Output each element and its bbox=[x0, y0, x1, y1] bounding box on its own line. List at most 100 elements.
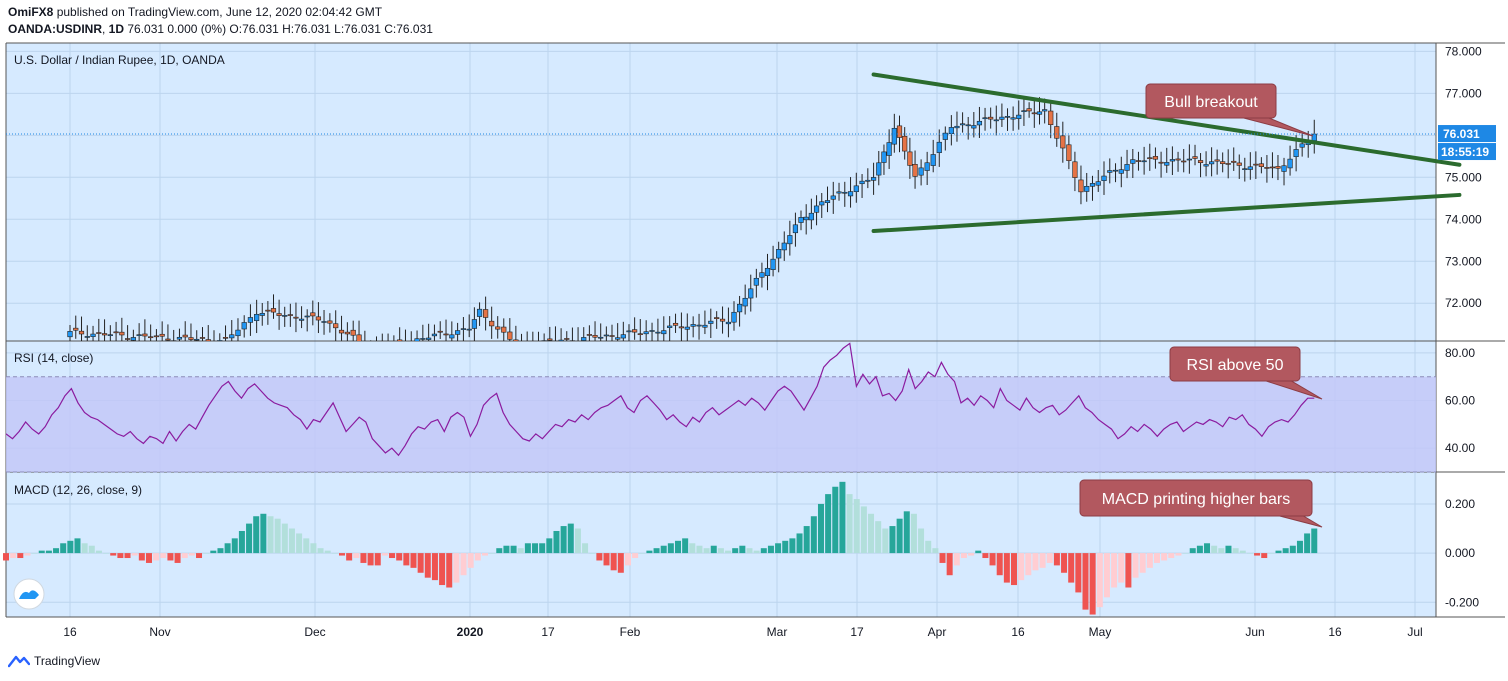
macd-histogram-bar bbox=[217, 548, 224, 554]
candle bbox=[896, 125, 903, 138]
candle bbox=[672, 322, 679, 326]
candle bbox=[1236, 162, 1242, 166]
macd-histogram-bar bbox=[1075, 553, 1082, 593]
footer-brand[interactable]: TradingView bbox=[8, 654, 100, 668]
macd-histogram-bar bbox=[725, 550, 732, 554]
candle bbox=[1026, 108, 1032, 112]
candle bbox=[620, 334, 626, 339]
candle bbox=[1158, 161, 1164, 164]
candle bbox=[830, 195, 836, 200]
macd-histogram-bar bbox=[632, 553, 639, 559]
candle bbox=[194, 338, 200, 341]
candle bbox=[205, 339, 211, 341]
candle bbox=[1311, 133, 1317, 141]
macd-histogram-bar bbox=[53, 548, 60, 554]
macd-histogram-bar bbox=[474, 553, 481, 561]
candle bbox=[912, 164, 918, 177]
candle bbox=[241, 322, 247, 330]
candle bbox=[270, 308, 277, 313]
candle bbox=[1281, 165, 1287, 172]
macd-histogram-bar bbox=[603, 553, 610, 566]
usdinr-chart[interactable]: 78.00077.00076.00075.00074.00073.00072.0… bbox=[0, 0, 1508, 650]
macd-histogram-bar bbox=[882, 528, 889, 554]
quote-values: 76.031 0.000 (0%) O:76.031 H:76.031 L:76… bbox=[127, 22, 433, 36]
candle bbox=[886, 142, 892, 156]
candle bbox=[414, 338, 420, 341]
candle bbox=[315, 316, 322, 321]
candle bbox=[1054, 126, 1060, 139]
candle bbox=[1242, 168, 1248, 170]
trendline-upper bbox=[871, 72, 1462, 167]
macd-histogram-bar bbox=[1268, 553, 1275, 554]
macd-histogram-bar bbox=[203, 553, 210, 554]
candle bbox=[188, 337, 194, 340]
macd-histogram-bar bbox=[1296, 540, 1303, 554]
macd-histogram-bar bbox=[839, 481, 846, 554]
candle bbox=[1299, 143, 1305, 148]
macd-histogram-bar bbox=[546, 538, 553, 554]
candle bbox=[254, 313, 260, 321]
candle bbox=[235, 329, 241, 337]
x-axis-tick-label: Jun bbox=[1245, 625, 1264, 639]
candle bbox=[426, 337, 432, 340]
candle bbox=[1048, 110, 1054, 125]
candle bbox=[714, 317, 720, 319]
candle bbox=[1042, 109, 1048, 112]
macd-histogram-bar bbox=[574, 528, 581, 554]
price-axis-tick-label: 74.000 bbox=[1445, 212, 1482, 226]
candle bbox=[558, 339, 564, 341]
macd-histogram-bar bbox=[410, 553, 417, 568]
candle bbox=[1036, 111, 1043, 115]
candle bbox=[541, 340, 547, 341]
macd-histogram-bar bbox=[624, 553, 631, 566]
candle bbox=[690, 324, 696, 327]
macd-histogram-bar bbox=[1246, 553, 1253, 554]
macd-histogram-bar bbox=[167, 553, 174, 561]
candle bbox=[719, 318, 726, 322]
candle bbox=[1220, 161, 1226, 165]
candle bbox=[1287, 158, 1293, 169]
candle bbox=[1124, 164, 1130, 171]
candle bbox=[1214, 159, 1220, 162]
macd-histogram-bar bbox=[1003, 553, 1010, 583]
macd-histogram-bar bbox=[925, 540, 932, 554]
rsi-callout-box bbox=[1169, 346, 1301, 382]
candle bbox=[787, 235, 793, 245]
x-axis-tick-label: 16 bbox=[63, 625, 77, 639]
candle bbox=[142, 333, 148, 337]
candle bbox=[1186, 158, 1192, 161]
rsi-band bbox=[6, 376, 1436, 472]
macd-histogram-bar bbox=[24, 553, 31, 556]
candle bbox=[753, 277, 759, 286]
macd-histogram-bar bbox=[960, 553, 967, 559]
candle bbox=[1231, 160, 1237, 163]
macd-histogram-bar bbox=[796, 533, 803, 554]
candle bbox=[1101, 175, 1107, 181]
candle bbox=[1258, 163, 1264, 167]
price-pane-title: U.S. Dollar / Indian Rupee, 1D, OANDA bbox=[14, 53, 225, 67]
macd-histogram-bar bbox=[1282, 548, 1289, 554]
candle bbox=[918, 167, 924, 176]
candle bbox=[982, 117, 988, 120]
macd-histogram-bar bbox=[103, 553, 110, 554]
macd-histogram-bar bbox=[1311, 528, 1318, 554]
candle bbox=[803, 216, 809, 221]
macd-histogram-bar bbox=[775, 543, 782, 554]
candle bbox=[819, 201, 825, 206]
candle bbox=[1253, 163, 1259, 166]
candle bbox=[67, 331, 73, 338]
publish-info: OmiFX8 published on TradingView.com, Jun… bbox=[8, 5, 382, 19]
candle bbox=[581, 337, 587, 341]
candle bbox=[643, 331, 649, 335]
macd-histogram-bar bbox=[1011, 553, 1018, 586]
candle bbox=[1209, 161, 1215, 165]
macd-histogram-bar bbox=[589, 553, 596, 554]
macd-histogram-bar bbox=[696, 545, 703, 554]
tv-cloud-icon bbox=[19, 590, 39, 599]
macd-histogram-bar bbox=[1232, 548, 1239, 554]
macd-histogram-bar bbox=[253, 516, 260, 554]
macd-histogram-bar bbox=[145, 553, 152, 563]
author-name[interactable]: OmiFX8 bbox=[8, 5, 54, 19]
macd-histogram-bar bbox=[296, 533, 303, 554]
candle bbox=[182, 334, 188, 338]
